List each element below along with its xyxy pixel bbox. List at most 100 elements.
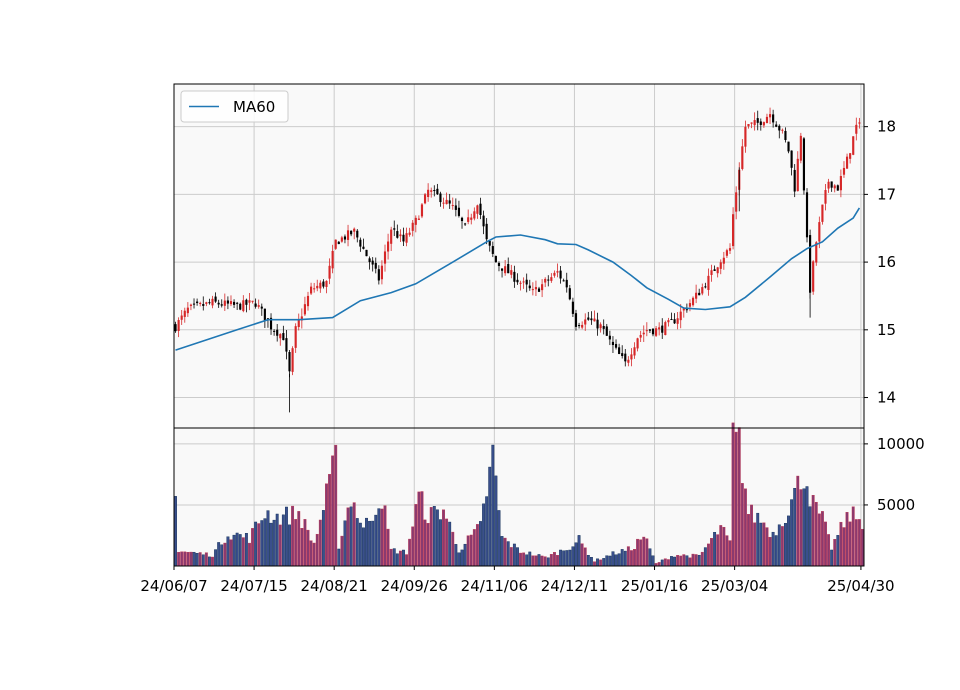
volume-bar: [651, 555, 655, 567]
volume-bar: [439, 519, 442, 567]
candle-body: [599, 324, 602, 329]
volume-bar: [214, 549, 218, 567]
candle-body: [368, 258, 371, 263]
candle-body: [460, 217, 464, 222]
candle-body: [784, 130, 787, 140]
candle-body: [695, 292, 698, 299]
candle-body: [547, 279, 550, 281]
candle-body: [303, 304, 306, 315]
x-tick-label: 25/01/16: [621, 577, 688, 595]
volume-bar: [288, 524, 291, 567]
volume-bar: [722, 526, 726, 567]
volume-bar: [257, 523, 261, 567]
volume-bar: [750, 504, 753, 567]
candle-body: [787, 141, 790, 152]
candle-body: [590, 318, 593, 321]
volume-bar: [485, 496, 489, 567]
volume-bar: [808, 506, 812, 567]
candle-body: [208, 302, 211, 304]
volume-bar: [525, 554, 529, 567]
candle-body: [411, 222, 414, 231]
volume-bar: [645, 538, 649, 567]
volume-bar: [466, 535, 470, 567]
volume-bar: [676, 555, 680, 567]
volume-bar: [285, 506, 288, 567]
candle-body: [639, 334, 642, 338]
candle-body: [667, 320, 670, 323]
volume-bar: [260, 520, 264, 567]
candle-body: [747, 123, 750, 127]
volume-bar: [620, 549, 624, 567]
price-y-axis: 14 15 16 17 18: [864, 118, 896, 407]
volume-bar: [824, 521, 827, 567]
volume-bar: [186, 551, 190, 567]
volume-bar: [405, 554, 408, 567]
candle-body: [528, 285, 531, 289]
volume-bar: [482, 503, 486, 567]
volume-bar: [509, 547, 513, 567]
volume-bar: [460, 549, 464, 567]
candle-body: [541, 284, 544, 291]
candle-body: [473, 211, 476, 219]
candle-body: [442, 202, 445, 204]
volume-bar: [503, 537, 507, 567]
x-tick-label: 25/03/04: [701, 577, 768, 595]
candle-body: [479, 203, 482, 215]
candle-body: [177, 320, 180, 331]
volume-bar: [238, 534, 242, 567]
volume-bar: [780, 526, 784, 567]
candle-body: [260, 306, 263, 309]
volume-bar: [522, 552, 526, 567]
candle-body: [562, 280, 565, 282]
volume-bar: [707, 543, 710, 567]
candle-body: [297, 319, 300, 328]
volume-bar: [731, 422, 735, 567]
volume-bar: [857, 519, 861, 567]
legend-box: [180, 90, 289, 123]
candle-body: [396, 231, 399, 238]
volume-bar: [528, 551, 532, 567]
candle-body: [688, 303, 692, 307]
candle-body: [334, 239, 337, 249]
candle-body: [340, 237, 343, 242]
volume-bar: [180, 551, 184, 567]
volume-bar: [660, 559, 664, 567]
volume-bar: [442, 509, 445, 567]
price-ytick-label: 15: [877, 321, 896, 339]
volume-plot-frame: [173, 427, 865, 567]
volume-bar: [713, 532, 717, 567]
volume-bar: [454, 544, 458, 567]
volume-bar: [737, 427, 741, 567]
volume-bar: [435, 509, 439, 567]
volume-bar: [626, 546, 630, 567]
volume-bar: [374, 514, 378, 567]
volume-bar: [417, 491, 421, 567]
candle-body: [306, 295, 310, 307]
volume-bar: [352, 502, 356, 567]
volume-bar: [633, 549, 636, 567]
candle-body: [611, 341, 615, 346]
volume-bar: [429, 507, 433, 567]
volume-bar: [559, 549, 563, 567]
volume-bar: [691, 553, 695, 567]
volume-bar: [534, 555, 538, 567]
candle-body: [775, 124, 778, 127]
volume-bar: [599, 559, 603, 567]
volume-bar: [805, 486, 809, 567]
volume-bar: [556, 555, 559, 567]
candle-body: [402, 234, 405, 242]
candle-body: [661, 325, 664, 333]
candle-body: [658, 327, 661, 330]
volume-bar: [516, 547, 519, 567]
candle-body: [852, 136, 855, 155]
candle-body: [827, 181, 830, 189]
candle-body: [331, 250, 334, 269]
volume-bar: [519, 552, 522, 567]
candle-body: [470, 217, 473, 220]
candle-body: [380, 265, 384, 280]
candle-body: [762, 122, 765, 126]
volume-bar: [328, 474, 331, 567]
volume-bar: [710, 538, 713, 567]
candle-body: [362, 246, 365, 249]
volume-bar: [673, 556, 676, 567]
